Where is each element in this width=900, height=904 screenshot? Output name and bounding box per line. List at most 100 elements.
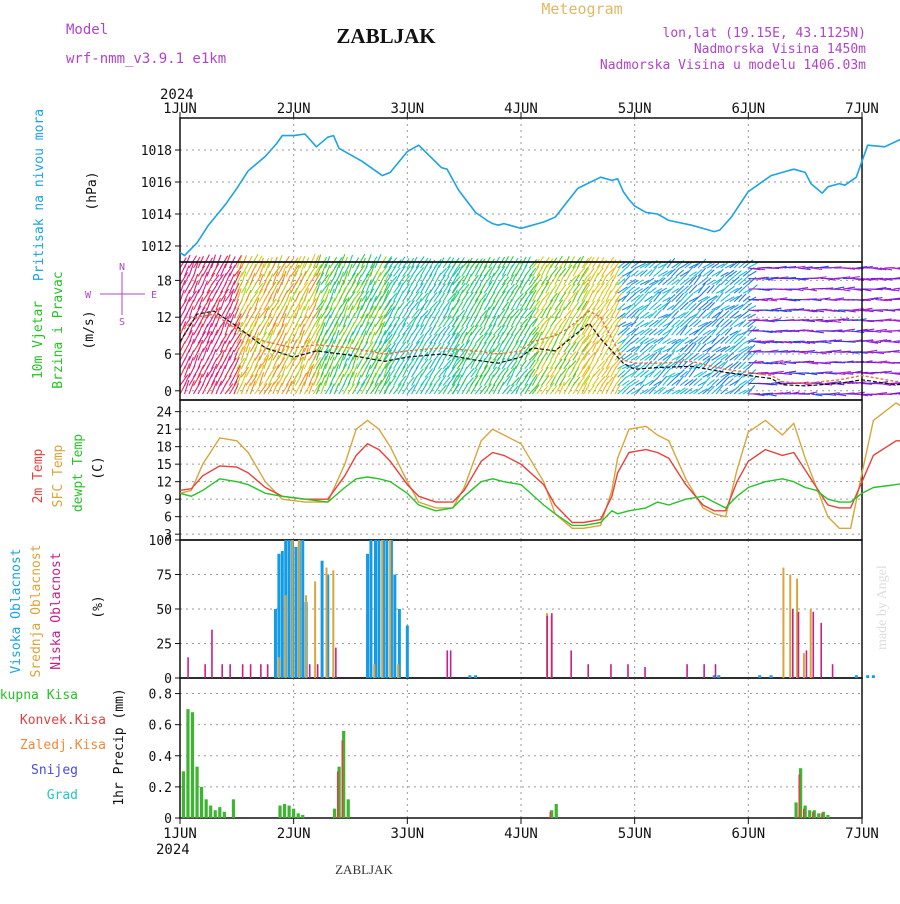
wind-barb: [582, 343, 589, 352]
conv-precip-bar: [821, 813, 823, 818]
y-tick-label: 15: [156, 458, 172, 473]
wind-barb: [389, 386, 394, 394]
wind-barb: [516, 293, 523, 301]
low-cloud-bar: [267, 664, 269, 678]
wind-barb: [716, 377, 725, 385]
conv-precip-bar: [342, 740, 344, 818]
wind-barb: [597, 326, 605, 336]
legend-snow: Snijeg: [31, 763, 78, 778]
total-precip-bar: [826, 815, 829, 818]
high-cloud-bar: [758, 675, 761, 678]
wind-barb: [555, 300, 563, 310]
legend-total: Ukupna Kisa: [0, 688, 78, 703]
wind-barb: [645, 329, 653, 335]
mid-cloud-bar: [381, 540, 383, 678]
wind-barb: [282, 271, 286, 285]
pressure-ylabel: Pritisak na nivou mora: [32, 109, 47, 281]
x-tick-label-bottom: 2JUN: [277, 826, 311, 842]
wind-barb: [680, 286, 688, 293]
mid-cloud-bar: [332, 570, 334, 678]
low-cloud-bar: [546, 616, 548, 678]
mid-cloud-bar: [285, 595, 287, 678]
wind-barb: [654, 371, 661, 378]
low-cloud-bar: [309, 664, 311, 678]
y-tick-label: 0.2: [149, 781, 172, 796]
wind-barb: [462, 376, 467, 385]
wind-barb: [680, 302, 688, 310]
x-tick-label-top: 7JUN: [845, 101, 879, 117]
wind-barb: [577, 325, 582, 335]
wind-barb: [725, 364, 733, 369]
wind-barb: [250, 291, 258, 301]
y-tick-label: 0: [164, 385, 172, 400]
wind-barb: [611, 385, 616, 394]
wind-barb: [398, 376, 406, 386]
footer-station: ZABLJAK: [335, 862, 393, 877]
y-tick-label: 18: [156, 274, 172, 289]
wind-barb: [721, 305, 730, 310]
wind-barb: [627, 347, 635, 352]
wind-barb: [615, 335, 623, 344]
wind-barb: [511, 301, 516, 310]
low-cloud-bar: [715, 664, 717, 678]
wind-barb: [568, 276, 576, 285]
wind-barb: [398, 342, 406, 352]
conv-precip-bar: [798, 774, 800, 818]
y-tick-label: 0: [164, 812, 172, 827]
total-precip-bar: [555, 804, 558, 818]
total-precip-bar: [292, 809, 295, 818]
low-cloud-bar: [446, 650, 448, 678]
y-tick-label: 12: [156, 311, 172, 326]
total-precip-bar: [218, 807, 221, 818]
wind-barb: [291, 258, 298, 268]
high-cloud-bar: [872, 675, 875, 678]
wind-barb: [667, 305, 674, 310]
high-cloud-bar: [468, 675, 471, 678]
high-cloud-bar: [385, 540, 388, 678]
wind-barb: [602, 293, 607, 302]
high-cloud-bar: [274, 609, 277, 678]
wind-barb: [250, 254, 258, 268]
wind-barb: [667, 310, 676, 319]
y-tick-label: 24: [156, 406, 172, 421]
y-tick-label: 1012: [141, 240, 172, 255]
total-precip-bar: [333, 809, 336, 818]
wind-unit: (m/s): [82, 310, 97, 349]
wind-barb: [555, 383, 562, 394]
y-tick-label: 9: [164, 493, 172, 508]
compass-w: W: [85, 290, 92, 301]
mid-cloud-bar: [325, 568, 327, 678]
total-precip-bar: [297, 813, 300, 818]
y-tick-label: 0: [164, 672, 172, 687]
y-tick-label: 100: [149, 534, 172, 549]
wind-barb: [676, 353, 684, 360]
wind-barb: [680, 379, 688, 385]
wind-barb: [550, 267, 557, 276]
x-tick-label-bottom: 7JUN: [845, 826, 879, 842]
y-tick-label: 12: [156, 476, 172, 491]
wind-barb: [484, 267, 491, 276]
elevation-label: Nadmorska Visina 1450m: [694, 42, 866, 57]
mid-cloud-bar: [298, 540, 300, 678]
total-precip-bar: [205, 799, 208, 818]
mid-cloud-label: Srednja Oblacnost: [29, 544, 44, 677]
wind-barb: [676, 359, 684, 369]
x-tick-label-top: 5JUN: [618, 101, 652, 117]
wind-barb: [489, 359, 496, 369]
wind-barb: [457, 302, 462, 310]
wind-barb: [568, 352, 576, 361]
wind-barb: [529, 369, 535, 377]
wind-barb: [385, 317, 390, 327]
panel-frame: [180, 400, 862, 540]
wind-barb: [189, 380, 194, 394]
x-tick-label-top: 1JUN: [163, 101, 197, 117]
wind-barb: [300, 330, 304, 344]
mid-cloud-bar: [389, 540, 391, 678]
wind-barb: [502, 385, 510, 394]
low-cloud-bar: [812, 612, 814, 678]
temp2m-label: 2m Temp: [31, 448, 46, 503]
wind-barb: [434, 368, 442, 377]
total-precip-bar: [182, 771, 185, 818]
high-cloud-bar: [855, 675, 858, 678]
total-precip-bar: [817, 813, 820, 818]
